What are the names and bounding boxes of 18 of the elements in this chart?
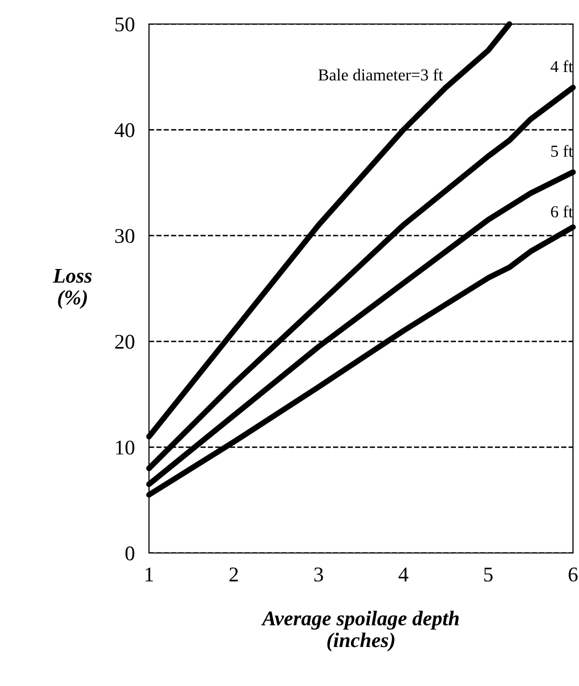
x-tick-label: 2 [230,568,238,582]
x-tick-label: 1 [146,568,153,582]
x-tick-label: 5 [484,568,493,582]
x-tick-label: 6 [568,568,578,582]
series-label: 6 ft [551,206,573,218]
series-label: 5 ft [551,144,573,157]
y-tick-label: 40 [114,123,134,138]
y-tick-label: 0 [125,546,134,560]
y-tick-label: 20 [115,334,134,349]
y-tick-label: 10 [116,440,134,455]
x-tick-label: 3 [314,568,323,582]
x-axis-title: Average spoilage depth (inches) [261,610,459,652]
y-axis-title: Loss (%) [52,268,92,309]
y-tick-label: 50 [115,17,134,32]
series-label: Bale diameter=3 ft [318,68,443,81]
y-tick-label: 30 [115,228,134,244]
x-tick-label: 4 [398,568,408,582]
series-label: 4 ft [550,60,573,72]
